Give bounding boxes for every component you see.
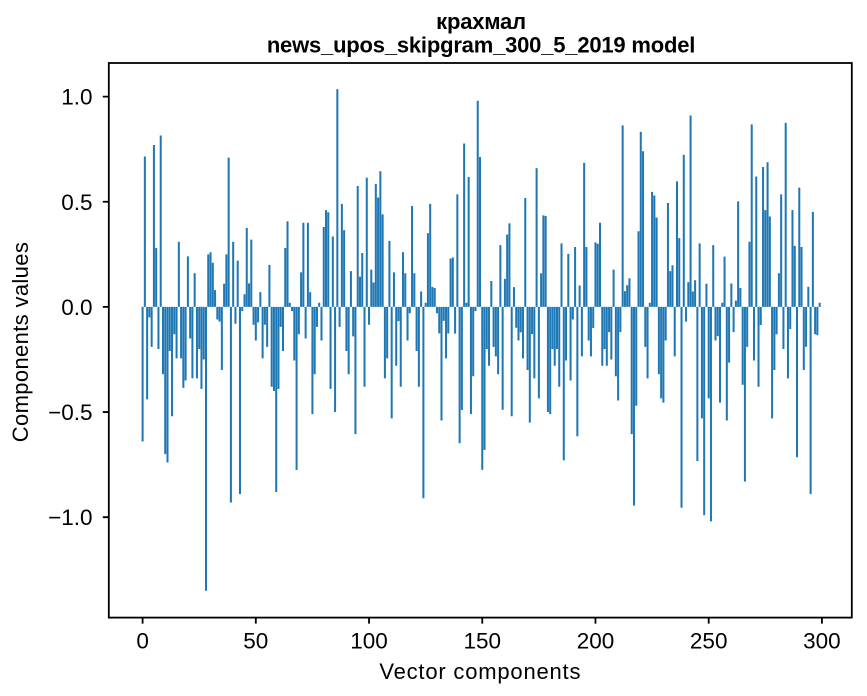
svg-text:0.0: 0.0 bbox=[61, 295, 92, 320]
svg-text:300: 300 bbox=[803, 629, 841, 654]
svg-text:крахмал: крахмал bbox=[436, 9, 526, 34]
svg-text:0: 0 bbox=[136, 629, 149, 654]
svg-text:100: 100 bbox=[350, 629, 388, 654]
svg-text:50: 50 bbox=[243, 629, 268, 654]
svg-text:1.0: 1.0 bbox=[61, 85, 92, 110]
svg-text:Vector components: Vector components bbox=[379, 659, 581, 684]
svg-text:150: 150 bbox=[463, 629, 501, 654]
svg-text:news_upos_skipgram_300_5_2019: news_upos_skipgram_300_5_2019 model bbox=[267, 33, 695, 58]
svg-text:200: 200 bbox=[577, 629, 615, 654]
svg-text:250: 250 bbox=[690, 629, 728, 654]
svg-text:Components values: Components values bbox=[8, 242, 33, 442]
svg-text:0.5: 0.5 bbox=[61, 190, 92, 215]
svg-text:−0.5: −0.5 bbox=[48, 400, 92, 425]
svg-text:−1.0: −1.0 bbox=[48, 505, 92, 530]
